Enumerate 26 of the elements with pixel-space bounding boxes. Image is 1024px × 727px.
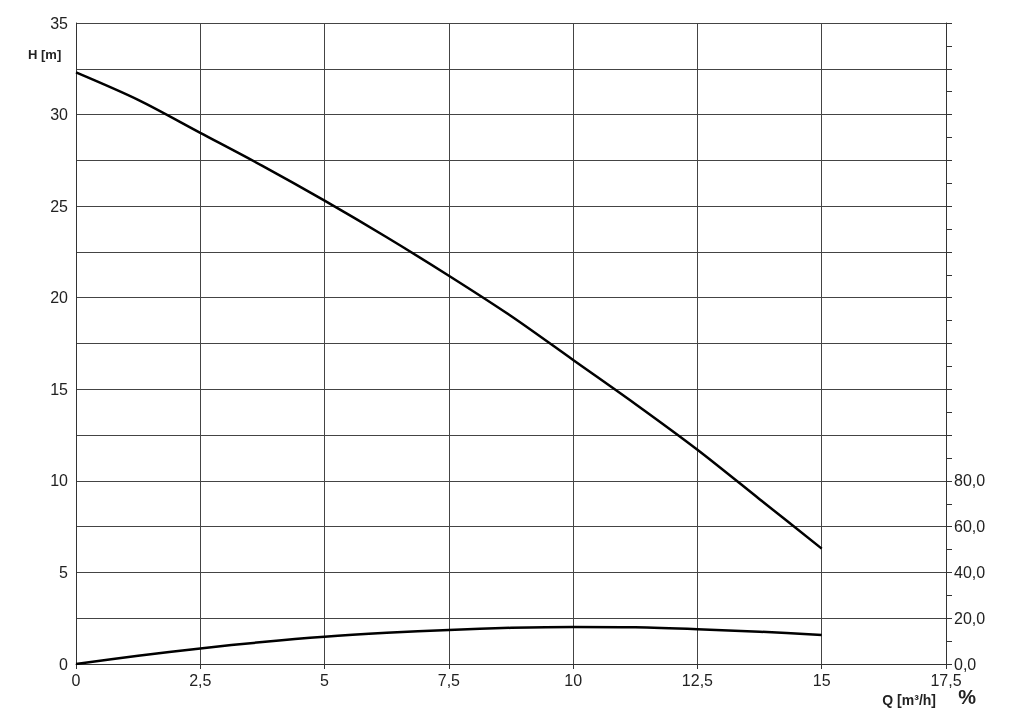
y-tick-label: 15 [50, 380, 69, 398]
y-tick-label: 20 [50, 289, 69, 307]
x-tick-label: 5 [320, 671, 330, 689]
y-axis-title: H [m] [28, 47, 62, 62]
line-series [74, 625, 823, 666]
y2-tick-label: 80,0 [954, 472, 986, 490]
y2-tick-label: 20,0 [954, 609, 986, 627]
y2-tick-label: 60,0 [954, 518, 986, 536]
y-tick-label: 25 [50, 197, 69, 215]
y2-tick-label: 0,0 [954, 655, 977, 673]
x-tick-label: 12,5 [681, 671, 714, 689]
line-series [74, 71, 823, 550]
y-tick-label: 5 [59, 563, 69, 581]
x-tick-label: 15 [812, 671, 831, 689]
y-tick-label: 30 [50, 106, 69, 124]
x-tick-label: 17,5 [930, 671, 962, 689]
y2-tick-label: 40,0 [954, 563, 986, 581]
x-axis-title: Q [m³/h] [882, 692, 936, 708]
y-tick-label: 0 [59, 655, 69, 673]
x-tick-label: 0 [71, 671, 81, 689]
x-tick-label: 2,5 [189, 671, 212, 689]
y-tick-label: 35 [50, 14, 69, 32]
y2-axis-title: % [958, 686, 977, 708]
x-tick-label: 10 [564, 671, 583, 689]
x-tick-label: 7,5 [437, 671, 461, 689]
y-tick-label: 10 [50, 472, 69, 490]
